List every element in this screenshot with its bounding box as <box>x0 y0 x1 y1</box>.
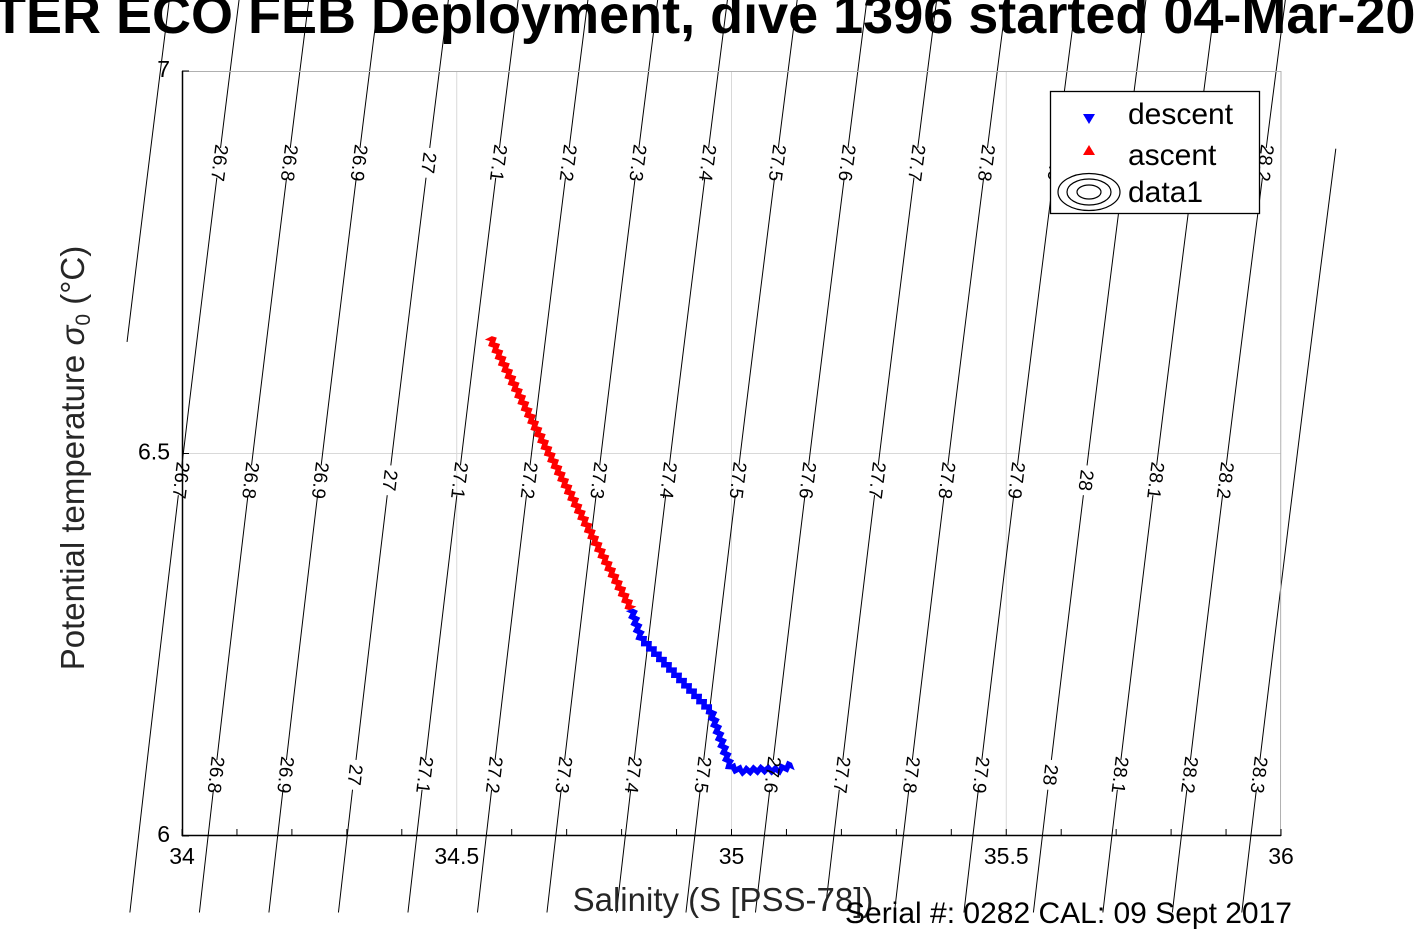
svg-text:27: 27 <box>416 151 439 175</box>
svg-text:35.5: 35.5 <box>984 843 1029 869</box>
svg-text:27.1: 27.1 <box>411 755 436 794</box>
svg-text:27.8: 27.8 <box>933 461 958 500</box>
svg-text:descent: descent <box>1128 98 1234 131</box>
svg-text:27.5: 27.5 <box>689 755 714 794</box>
svg-text:28: 28 <box>1073 469 1096 493</box>
svg-text:27.5: 27.5 <box>724 461 749 500</box>
svg-text:WESTER ECO FEB Deployment, div: WESTER ECO FEB Deployment, dive 1396 sta… <box>0 0 1415 45</box>
svg-text:34: 34 <box>169 843 195 869</box>
svg-text:Potential temperature σ0 (°C): Potential temperature σ0 (°C) <box>54 246 95 670</box>
svg-text:27.9: 27.9 <box>1003 461 1028 500</box>
svg-text:27.2: 27.2 <box>481 755 506 794</box>
svg-text:6.5: 6.5 <box>138 439 170 465</box>
svg-text:26.8: 26.8 <box>237 461 262 500</box>
svg-text:28.2: 28.2 <box>1212 461 1237 500</box>
svg-text:ascent: ascent <box>1128 139 1217 172</box>
svg-text:27.8: 27.8 <box>898 755 923 794</box>
svg-text:27.1: 27.1 <box>446 461 471 500</box>
svg-text:36: 36 <box>1268 843 1294 869</box>
svg-text:27: 27 <box>343 763 366 786</box>
svg-text:Serial #: 0282 CAL: 09 Sept 2: Serial #: 0282 CAL: 09 Sept 2017 <box>845 897 1292 930</box>
svg-text:26.8: 26.8 <box>203 755 228 794</box>
svg-text:27.7: 27.7 <box>864 461 889 500</box>
svg-text:27.4: 27.4 <box>655 461 680 501</box>
svg-text:7: 7 <box>157 56 170 82</box>
svg-text:27.7: 27.7 <box>828 755 853 794</box>
svg-text:26.9: 26.9 <box>307 461 332 500</box>
svg-text:28.1: 28.1 <box>1107 755 1132 794</box>
svg-text:27.2: 27.2 <box>516 461 541 500</box>
svg-text:26.7: 26.7 <box>167 461 192 500</box>
svg-text:27: 27 <box>377 469 400 492</box>
svg-text:28.1: 28.1 <box>1142 461 1167 500</box>
svg-text:26.7: 26.7 <box>206 143 231 182</box>
svg-text:data1: data1 <box>1128 176 1203 209</box>
svg-text:35: 35 <box>719 843 745 869</box>
svg-text:27.4: 27.4 <box>620 755 645 795</box>
svg-text:26.9: 26.9 <box>272 755 297 794</box>
svg-text:27.3: 27.3 <box>550 755 575 794</box>
svg-text:27.6: 27.6 <box>759 755 784 794</box>
svg-text:Salinity (S [PSS-78]): Salinity (S [PSS-78]) <box>573 881 874 918</box>
svg-text:28.2: 28.2 <box>1176 755 1201 794</box>
svg-text:28.3: 28.3 <box>1246 755 1271 794</box>
svg-text:6: 6 <box>157 821 170 847</box>
svg-text:26.8: 26.8 <box>276 143 301 182</box>
svg-text:28: 28 <box>1038 763 1061 786</box>
svg-text:34.5: 34.5 <box>434 843 479 869</box>
svg-text:27.9: 27.9 <box>967 755 992 794</box>
svg-text:27.3: 27.3 <box>585 461 610 500</box>
svg-text:27.6: 27.6 <box>794 461 819 500</box>
